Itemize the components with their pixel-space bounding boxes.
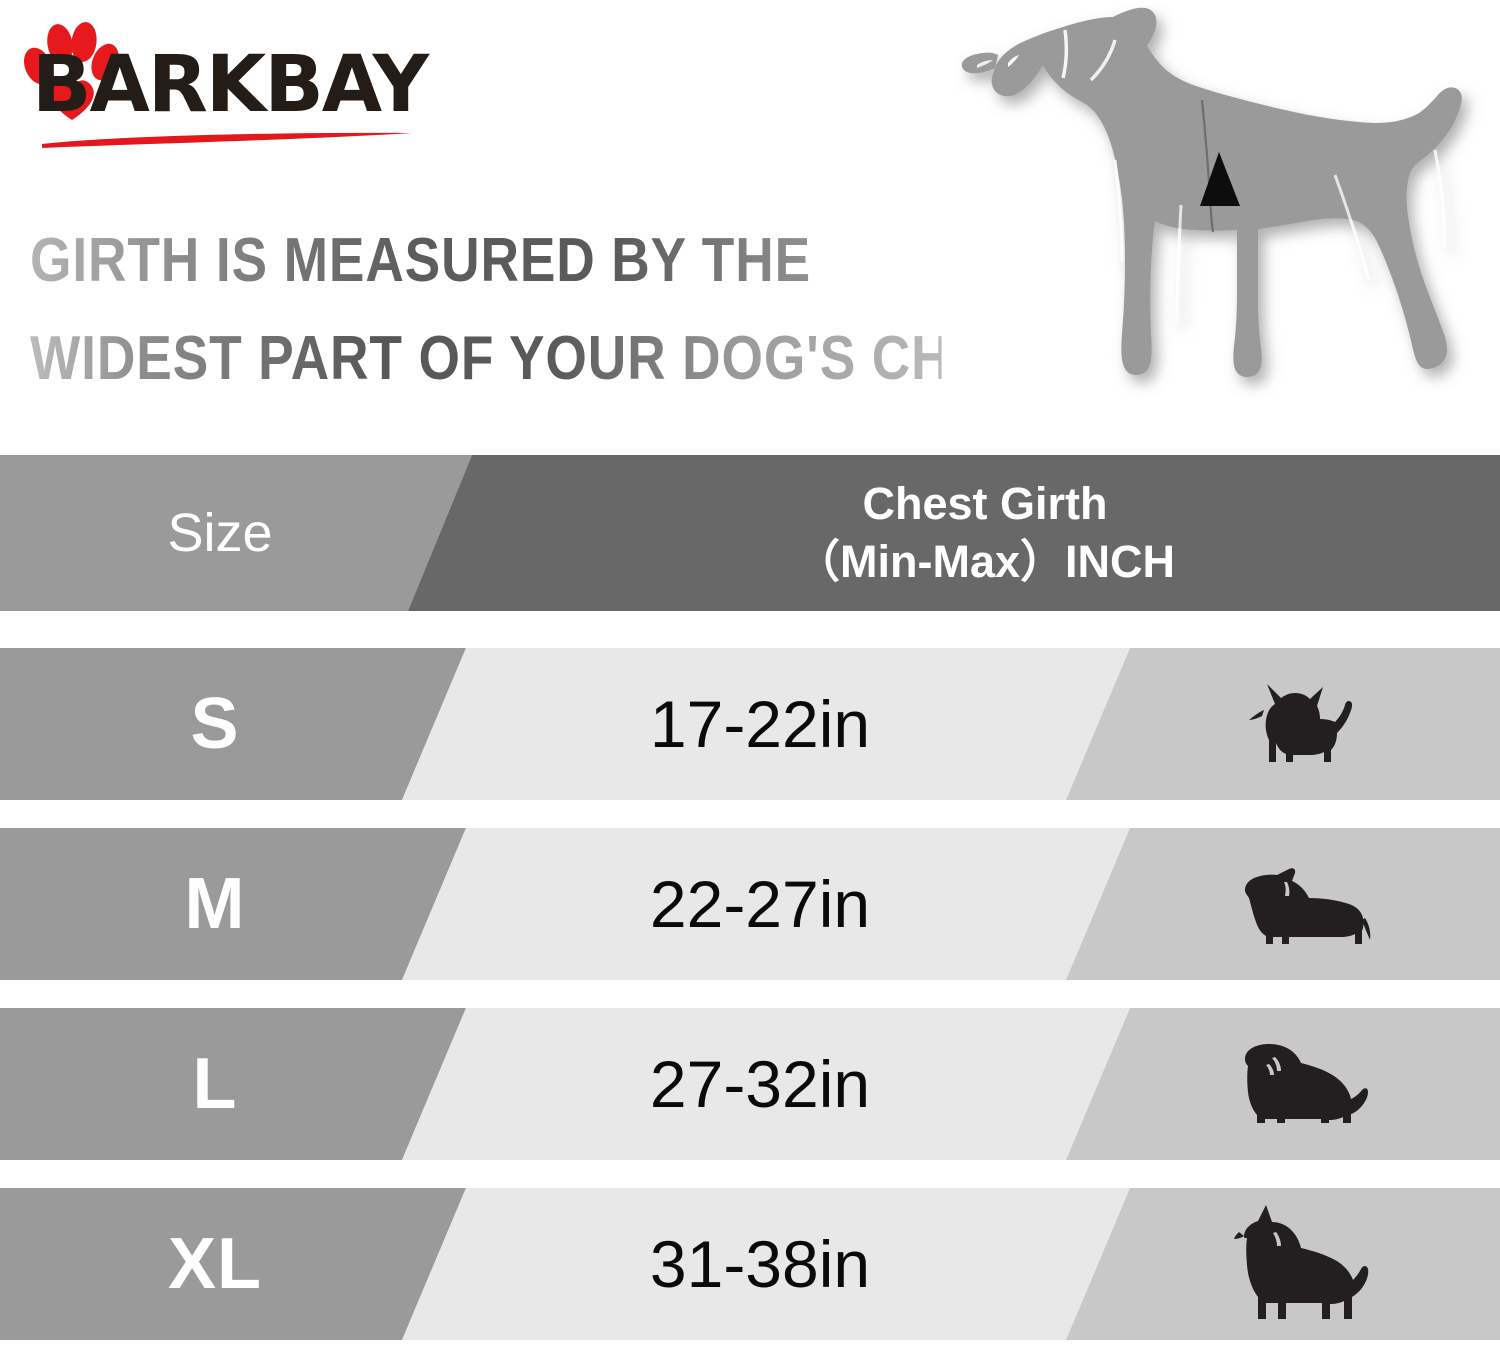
chihuahua-silhouette-icon: [1110, 648, 1500, 800]
row-girth-value: 22-27in: [649, 867, 871, 941]
table-row: L 27-32in: [0, 1008, 1500, 1160]
row-size-label: S: [190, 684, 240, 764]
row-size-label: M: [184, 864, 246, 944]
header-size-background: [0, 455, 472, 611]
headline-line-1: GIRTH IS MEASURED BY THE: [30, 212, 942, 310]
headline: GIRTH IS MEASURED BY THE WIDEST PART OF …: [30, 212, 1090, 408]
table-row: M 22-27in: [0, 828, 1500, 980]
row-size-background: [0, 828, 466, 980]
size-chart-table: Size Chest Girth （Min-Max）INCH S 17-22in…: [0, 455, 1500, 1368]
logo-swoosh: [42, 132, 412, 148]
table-header-row: Size Chest Girth （Min-Max）INCH: [0, 455, 1500, 611]
header-girth-line1: Chest Girth: [862, 477, 1108, 529]
row-size-label: XL: [167, 1224, 262, 1304]
table-row: S 17-22in: [0, 648, 1500, 800]
row-girth-background: [402, 828, 1130, 980]
row-girth-value: 31-38in: [649, 1227, 871, 1301]
brand-logo: BARKBAY: [14, 14, 434, 154]
header-girth-line2: （Min-Max）INCH: [795, 536, 1175, 587]
header-girth-label: Chest Girth （Min-Max）INCH: [470, 455, 1500, 611]
brand-wordmark: BARKBAY: [32, 40, 429, 130]
paw-print-icon: [24, 22, 119, 120]
dachshund-silhouette-icon: [1110, 828, 1500, 980]
row-girth-background: [402, 1008, 1130, 1160]
headline-line-2: WIDEST PART OF YOUR DOG'S CHEST.: [30, 310, 1066, 408]
row-girth-value: 17-22in: [649, 687, 871, 761]
row-girth-background: [402, 1188, 1130, 1340]
rottweiler-silhouette-icon: [1110, 1008, 1500, 1160]
header-size-label: Size: [167, 503, 273, 563]
great-dane-silhouette-icon: [1110, 1188, 1500, 1340]
row-size-label: L: [192, 1044, 238, 1124]
row-size-background: [0, 1188, 466, 1340]
table-row: XL 31-38in: [0, 1188, 1500, 1340]
row-size-background: [0, 1008, 466, 1160]
header-girth-background: [408, 455, 1500, 611]
dog-profile-illustration: [961, 7, 1462, 377]
row-size-background: [0, 648, 466, 800]
row-girth-background: [402, 648, 1130, 800]
row-girth-value: 27-32in: [649, 1047, 871, 1121]
